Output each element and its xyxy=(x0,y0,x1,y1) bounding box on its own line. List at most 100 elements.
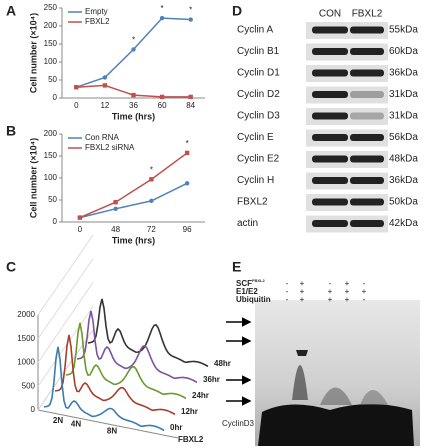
series-label: 12hr xyxy=(181,407,198,416)
sign: + xyxy=(345,279,350,288)
band-label: CyclinD3 xyxy=(222,419,255,428)
band xyxy=(350,48,384,55)
point xyxy=(149,198,154,204)
significance: * xyxy=(132,36,135,45)
y-tick-label: 0 xyxy=(53,93,58,102)
panel-label: C xyxy=(6,259,16,275)
x-tick-label: 36 xyxy=(129,101,138,110)
row-label: Cyclin H xyxy=(237,175,274,186)
legend-label: Empty xyxy=(85,7,108,16)
legend-label: FBXL2 xyxy=(85,17,110,26)
condition-label: SCFFBXL2 xyxy=(236,278,265,288)
column-header: FBXL2 xyxy=(352,9,383,20)
y-tick-label: 150 xyxy=(44,151,58,160)
band xyxy=(350,177,384,184)
panel-label: B xyxy=(6,123,16,139)
point xyxy=(184,150,190,156)
sign: + xyxy=(300,287,305,296)
panel-label: E xyxy=(232,259,241,275)
band xyxy=(312,48,348,55)
x-tick-label: 0 xyxy=(74,101,79,110)
sign: - xyxy=(329,279,332,288)
y-tick-label: 100 xyxy=(44,173,58,182)
x-tick-label: 4N xyxy=(71,420,81,429)
condition-name: SCF xyxy=(236,279,252,288)
band xyxy=(312,198,348,206)
size-label: 31kDa xyxy=(389,111,418,122)
grid-line xyxy=(37,234,94,316)
column-header: CON xyxy=(319,9,341,20)
sign: - xyxy=(363,295,366,304)
row-label: Cyclin A xyxy=(237,25,273,36)
panel-label: A xyxy=(6,3,16,19)
y-tick-label: 2000 xyxy=(17,310,35,319)
point xyxy=(159,94,165,100)
band xyxy=(350,112,384,120)
series-label: 24hr xyxy=(192,391,209,400)
x-tick-label: 72 xyxy=(147,225,156,234)
series-line xyxy=(79,182,188,219)
sign: + xyxy=(300,279,305,288)
histogram xyxy=(87,298,209,368)
grid-line xyxy=(37,329,94,411)
histogram xyxy=(65,322,187,400)
x-tick-label: 84 xyxy=(186,101,195,110)
band xyxy=(350,91,384,98)
point xyxy=(188,94,193,100)
y-tick-label: 50 xyxy=(48,75,57,84)
size-label: 60kDa xyxy=(389,46,418,57)
y-tick-label: 1500 xyxy=(17,334,35,343)
point xyxy=(102,75,108,80)
point xyxy=(74,85,79,90)
y-tick-label: 1000 xyxy=(17,358,35,367)
size-label: 36kDa xyxy=(389,175,418,186)
significance: * xyxy=(161,4,164,13)
significance: * xyxy=(150,165,153,174)
sign: + xyxy=(345,287,350,296)
row-label: FBXL2 xyxy=(237,197,268,208)
condition-name: Ubiquitin xyxy=(236,295,271,304)
grid-line xyxy=(37,258,94,340)
condition-name: E1/E2 xyxy=(236,287,258,296)
x-tick-label: 48 xyxy=(111,225,120,234)
series-label: 0hr xyxy=(170,423,182,432)
point xyxy=(149,177,154,182)
series-label: 48hr xyxy=(214,359,231,368)
y-tick-label: 100 xyxy=(44,57,58,66)
sign: - xyxy=(286,287,289,296)
row-label: Cyclin E xyxy=(237,132,274,143)
point xyxy=(113,200,118,205)
axis-label: FBXL2 xyxy=(178,435,204,444)
gel-smear xyxy=(320,387,352,405)
y-tick-label: 0 xyxy=(31,405,36,414)
superscript: FBXL2 xyxy=(252,278,265,283)
size-label: 48kDa xyxy=(389,154,418,165)
sign: + xyxy=(362,287,367,296)
legend-label: FBXL2 siRNA xyxy=(85,143,135,152)
series-label: 36hr xyxy=(203,375,220,384)
x-tick-label: 2N xyxy=(53,416,63,425)
band xyxy=(350,26,384,34)
grid-line xyxy=(37,282,94,363)
band xyxy=(312,155,348,163)
x-tick-label: 12 xyxy=(100,101,109,110)
point xyxy=(113,206,118,211)
band xyxy=(312,134,348,141)
sign: - xyxy=(286,295,289,304)
gel-smear xyxy=(360,390,388,405)
sign: - xyxy=(363,279,366,288)
x-axis xyxy=(37,409,179,439)
y-tick-label: 0 xyxy=(53,217,58,226)
band xyxy=(350,134,384,141)
x-axis-title: Time (hrs) xyxy=(112,111,155,121)
band xyxy=(350,198,384,206)
gel-smear xyxy=(292,365,308,400)
sign: + xyxy=(328,287,333,296)
row-label: actin xyxy=(237,218,258,229)
point xyxy=(159,15,165,21)
y-axis-title: Cell number (×10⁴) xyxy=(28,138,38,218)
y-tick-label: 150 xyxy=(44,39,58,48)
y-tick-label: 250 xyxy=(44,3,58,12)
size-label: 55kDa xyxy=(389,25,418,36)
